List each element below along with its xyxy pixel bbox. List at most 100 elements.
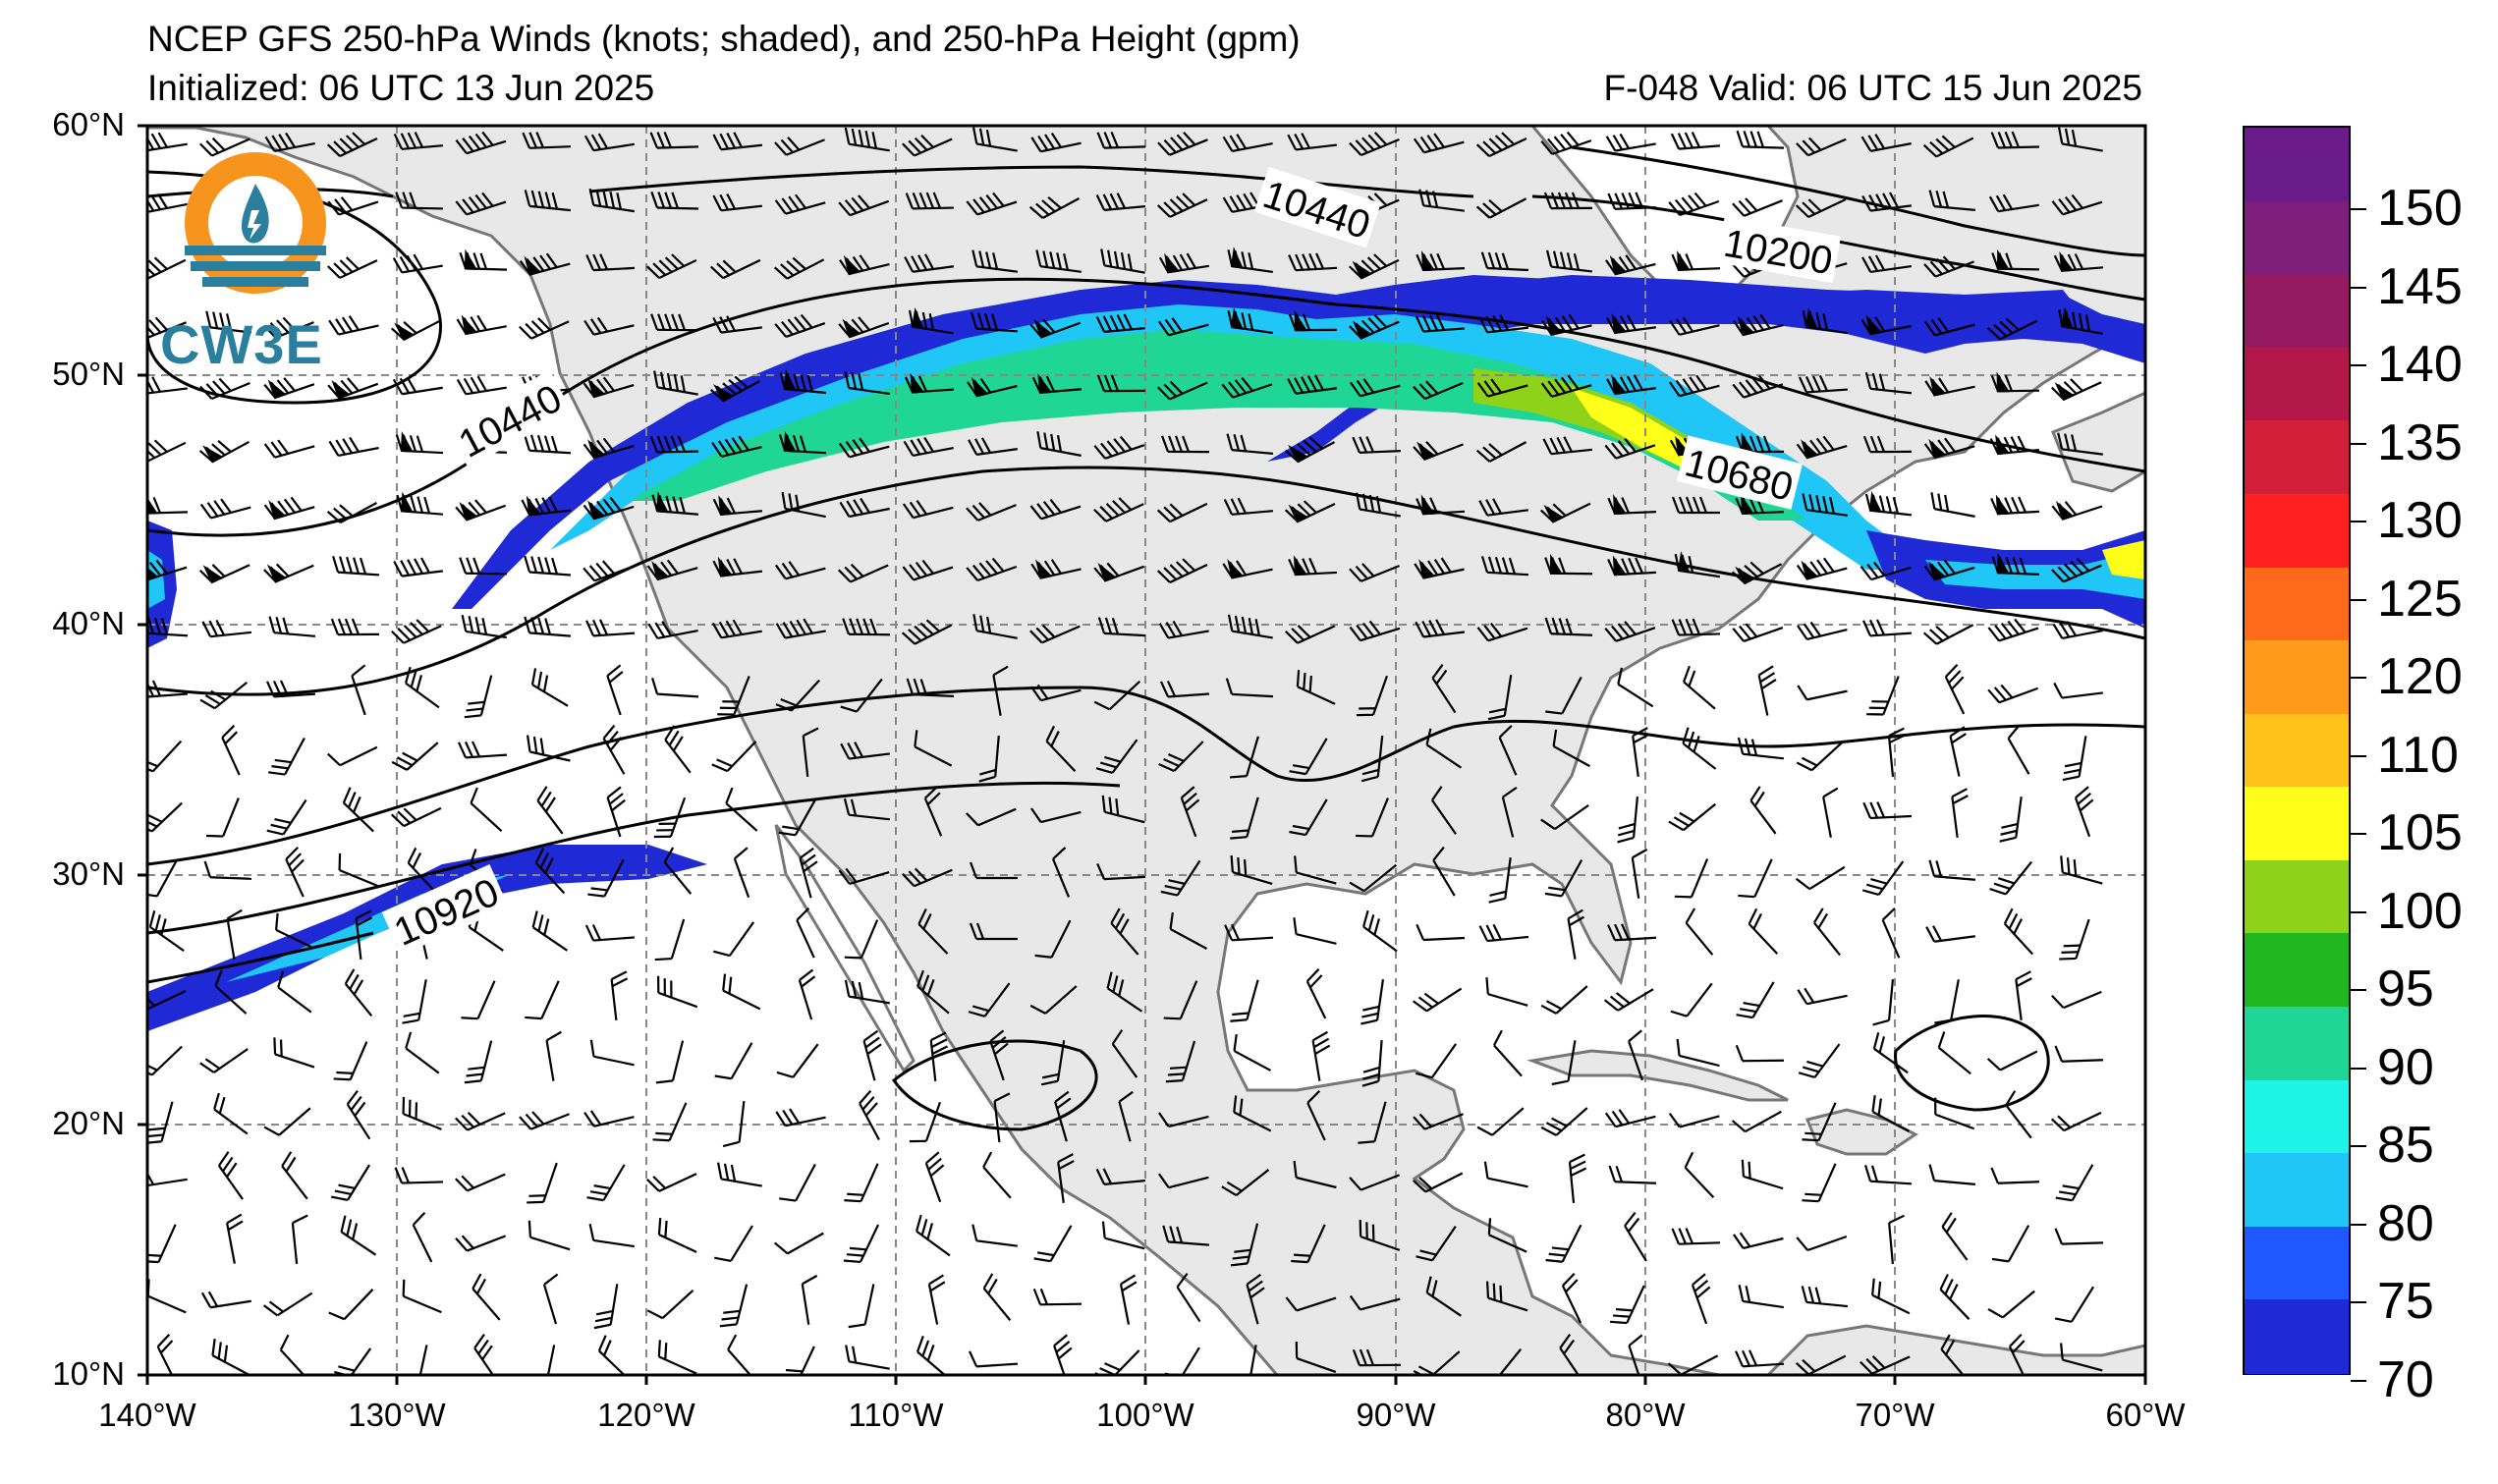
wind-barb-shaft [849, 870, 890, 886]
colorbar [2243, 126, 2351, 1375]
wind-barb-feather [1226, 1181, 1243, 1192]
wind-barb-feather [412, 852, 422, 869]
wind-barb-feather [1356, 379, 1368, 396]
wind-barb-feather [461, 1114, 475, 1128]
wind-barb-feather [523, 434, 531, 452]
wind-barb-feather [203, 860, 212, 878]
wind-barb-feather [1797, 989, 1808, 1005]
wind-barb-feather [1818, 374, 1829, 392]
wind-barb-feather [1878, 1036, 1886, 1054]
wind-barb-feather [344, 968, 356, 985]
wind-barb-feather [1488, 897, 1506, 904]
wind-barb-feather [1743, 1002, 1760, 1008]
wind-barb-feather [147, 760, 158, 768]
wind-barb-feather [1632, 727, 1648, 738]
wind-barb-shaft [1869, 632, 1913, 637]
wind-barb-feather [1352, 436, 1361, 454]
wind-barb-feather [650, 313, 659, 331]
wind-barb-feather [416, 435, 424, 453]
wind-barb-feather [399, 255, 411, 272]
wind-barb-feather [1551, 617, 1560, 634]
wind-barb-feather [1742, 1349, 1751, 1367]
wind-barb-feather [1307, 375, 1317, 392]
wind-barb-feather [583, 1111, 595, 1127]
wind-barb-feather [1111, 617, 1120, 634]
wind-barb-feather [218, 1096, 226, 1114]
wind-barb-feather [531, 910, 538, 928]
wind-barb-feather [393, 560, 404, 577]
wind-barb-feather [274, 758, 292, 764]
wind-barb-shaft [226, 918, 236, 960]
wind-barb-feather [991, 1036, 1007, 1049]
wind-barb-feather [722, 259, 737, 273]
wind-barb-feather [906, 678, 915, 695]
wind-barb-feather [2000, 623, 2014, 637]
wind-barb-feather [1570, 1167, 1587, 1178]
wind-barb-shaft [606, 675, 622, 716]
wind-barb-feather [776, 1071, 794, 1078]
wind-barb-feather [588, 565, 602, 579]
wind-barb-feather [1229, 135, 1241, 151]
wind-barb-feather [1816, 559, 1828, 575]
wind-barb-feather [1889, 192, 1899, 208]
wind-barb-feather [1801, 756, 1818, 767]
wind-barb-feather [1566, 252, 1574, 270]
wind-barb-feather [1888, 727, 1905, 738]
wind-barb-feather [1230, 854, 1234, 873]
wind-barb-shaft [1561, 676, 1582, 715]
wind-barb-feather [774, 323, 788, 338]
wind-barb-feather [1930, 319, 1943, 335]
wind-barb-feather [1119, 435, 1133, 451]
wind-barb-feather [1050, 731, 1060, 747]
wind-barb-feather [1758, 665, 1774, 677]
wind-barb-feather [336, 1071, 354, 1074]
wind-barb-feather [1241, 251, 1248, 269]
wind-barb-feather [1049, 498, 1062, 514]
wind-barb-feather [1611, 1110, 1624, 1127]
wind-barb-feather [1746, 316, 1758, 333]
wind-barb-feather [966, 812, 979, 827]
wind-barb-feather [292, 1214, 308, 1225]
wind-barb-feather [342, 438, 354, 454]
wind-barb-feather [1935, 626, 1950, 639]
wind-barb-feather [1109, 192, 1120, 210]
wind-barb-feather [1738, 894, 1755, 899]
wind-barb-pennant [1996, 248, 2010, 270]
wind-barb-feather [1236, 194, 1248, 210]
wind-barb-feather [204, 694, 221, 705]
wind-barb-feather [347, 377, 360, 392]
wind-barb-feather [1375, 496, 1382, 514]
wind-barb-pennant [1097, 562, 1117, 582]
wind-barb-feather [274, 817, 292, 824]
wind-barb-feather [1176, 134, 1190, 148]
wind-barb-feather [461, 614, 468, 632]
wind-barb-feather [1685, 496, 1694, 514]
wind-barb-feather [921, 974, 930, 992]
wind-barb-feather [1731, 1120, 1747, 1132]
wind-barb-feather [2059, 622, 2071, 638]
lat-label: 20°N [52, 1105, 125, 1141]
wind-barb-feather [1498, 725, 1513, 739]
wind-barb-feather [1095, 767, 1113, 774]
wind-barb-feather [1172, 254, 1184, 271]
wind-barb-shaft [1685, 922, 1714, 956]
wind-barb-feather [1226, 433, 1234, 451]
wind-barb-pennant [843, 254, 861, 276]
wind-barb-feather [726, 559, 737, 576]
colorbar-label: 85 [2377, 1117, 2434, 1174]
wind-barb-feather [1744, 565, 1758, 578]
wind-barb-feather [859, 254, 870, 270]
wind-barb-feather [921, 311, 928, 330]
wind-barb-feather [966, 507, 979, 522]
wind-barb-feather [903, 440, 915, 457]
wind-barb-shaft [1626, 1285, 1645, 1324]
wind-barb-feather [1314, 1044, 1331, 1056]
wind-barb-feather [779, 1197, 797, 1202]
wind-barb-feather [328, 440, 340, 457]
wind-barb-pennant [1288, 504, 1309, 523]
wind-barb-feather [409, 435, 417, 452]
wind-barb-feather [1042, 500, 1056, 516]
wind-barb-feather [1937, 561, 1950, 577]
wind-barb-shaft [801, 1284, 810, 1325]
contour-label-bg [1253, 166, 1381, 248]
